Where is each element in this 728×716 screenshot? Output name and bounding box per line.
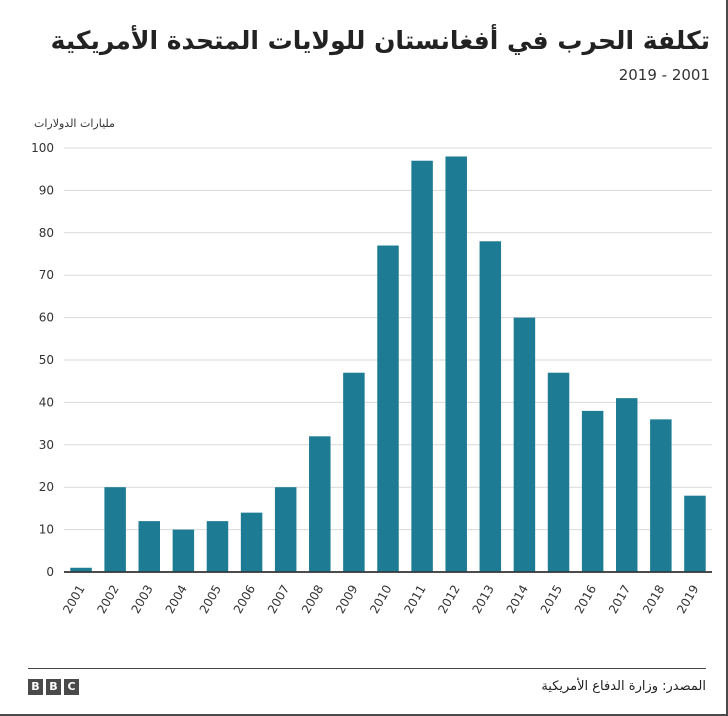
x-tick-label: 2003 xyxy=(128,583,155,616)
x-tick-label: 2013 xyxy=(470,583,497,616)
y-tick-label: 80 xyxy=(39,226,54,240)
y-tick-label: 20 xyxy=(39,480,54,494)
bar-2014 xyxy=(513,317,536,572)
x-tick-label: 2006 xyxy=(231,583,258,616)
x-tick-label: 2017 xyxy=(606,583,633,616)
x-tick-label: 2016 xyxy=(572,583,599,616)
bar-2012 xyxy=(445,156,467,573)
bar-2010 xyxy=(377,245,399,572)
y-tick-labels: 0 10 20 30 40 50 60 70 80 90 100 xyxy=(31,141,54,579)
bbc-logo-letter: B xyxy=(46,679,61,695)
y-tick-label: 0 xyxy=(46,565,54,579)
x-tick-label: 2011 xyxy=(401,583,428,616)
bar-2001 xyxy=(70,567,92,572)
x-tick-label: 2008 xyxy=(299,583,326,616)
bar-2009 xyxy=(343,372,365,572)
x-tick-label: 2005 xyxy=(197,583,224,616)
footer-divider xyxy=(28,668,706,669)
y-tick-label: 50 xyxy=(39,353,54,367)
bar-2004 xyxy=(172,529,195,572)
chart-subtitle: 2019 - 2001 xyxy=(618,66,710,84)
source-note: المصدر: وزارة الدفاع الأمريكية xyxy=(541,679,706,694)
bar-2011 xyxy=(411,160,433,572)
bar-2008 xyxy=(309,436,331,572)
x-tick-label: 2018 xyxy=(640,583,667,616)
x-tick-label: 2002 xyxy=(94,583,121,616)
bar-2007 xyxy=(274,487,297,572)
y-tick-label: 10 xyxy=(39,523,54,537)
bars xyxy=(64,156,712,573)
bar-2019 xyxy=(684,495,706,572)
x-tick-label: 2004 xyxy=(163,583,190,616)
bar-2003 xyxy=(138,521,161,572)
x-tick-label: 2007 xyxy=(265,583,292,616)
bar-2015 xyxy=(547,372,570,572)
bbc-logo-letter: B xyxy=(28,679,43,695)
bar-2006 xyxy=(240,512,263,572)
bar-2005 xyxy=(206,521,229,572)
x-tick-label: 2010 xyxy=(367,583,394,616)
y-tick-label: 70 xyxy=(39,268,54,282)
bar-2013 xyxy=(479,241,502,572)
chart-title: تكلفة الحرب في أفغانستان للولايات المتحد… xyxy=(50,26,710,55)
y-tick-label: 30 xyxy=(39,438,54,452)
y-tick-label: 90 xyxy=(39,183,54,197)
x-tick-label: 2012 xyxy=(435,583,462,616)
y-tick-label: 60 xyxy=(39,311,54,325)
y-axis-unit-label: مليارات الدولارات xyxy=(34,117,115,130)
x-tick-label: 2001 xyxy=(60,583,87,616)
y-tick-label: 100 xyxy=(31,141,54,155)
bar-2016 xyxy=(581,410,604,572)
bbc-logo: B B C xyxy=(28,679,79,695)
bar-2018 xyxy=(650,419,672,572)
bar-2017 xyxy=(615,398,638,572)
x-tick-label: 2019 xyxy=(674,583,701,616)
x-tick-labels: 2001 2002 2003 2004 2005 2006 2007 2008 2009 2010… xyxy=(60,583,701,616)
bbc-logo-letter: C xyxy=(64,679,79,695)
bar-2002 xyxy=(104,487,126,572)
x-tick-label: 2009 xyxy=(333,583,360,616)
x-tick-label: 2014 xyxy=(504,583,531,616)
x-tick-label: 2015 xyxy=(538,583,565,616)
y-tick-label: 40 xyxy=(39,395,54,409)
